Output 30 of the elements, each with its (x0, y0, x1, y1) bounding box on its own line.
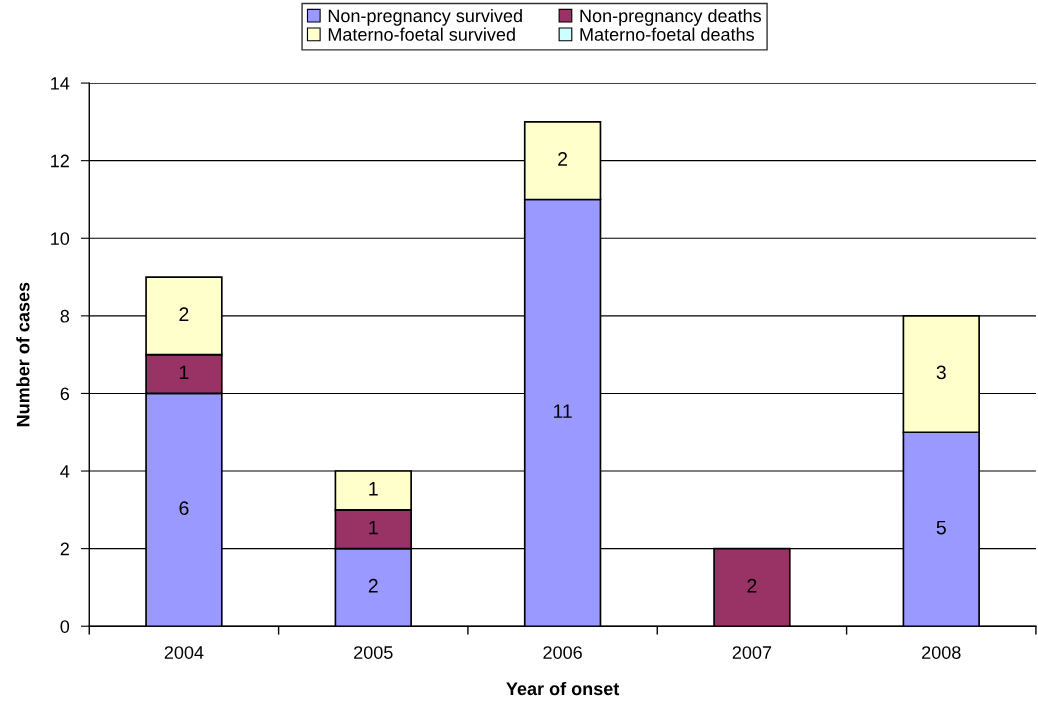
data-label: 6 (179, 501, 189, 516)
y-tick-label: 6 (60, 387, 70, 401)
data-label: 11 (553, 404, 572, 418)
x-tick-label: 2008 (922, 646, 961, 659)
data-label: 1 (180, 365, 189, 380)
legend-label: Non-pregnancy survived (328, 8, 522, 26)
y-tick-label: 14 (51, 77, 70, 90)
x-tick-label: 2006 (543, 646, 582, 659)
legend-label: Non-pregnancy deaths (580, 8, 762, 26)
x-axis-title: Year of onset (506, 681, 620, 696)
legend-label: Materno-foetal survived (328, 27, 515, 41)
legend-label: Materno-foetal deaths (580, 27, 754, 41)
x-tick-label: 2005 (354, 646, 393, 659)
x-tick-label: 2007 (732, 646, 772, 659)
data-label: 5 (936, 520, 946, 535)
y-tick-label: 4 (60, 465, 70, 478)
data-label: 2 (368, 578, 378, 593)
data-label: 1 (369, 482, 378, 496)
data-label: 2 (747, 578, 757, 593)
y-tick-label: 0 (60, 620, 70, 633)
data-label: 1 (369, 520, 378, 535)
x-tick-label: 2004 (164, 646, 204, 659)
y-tick-label: 2 (60, 542, 69, 556)
y-axis-title: Number of cases (16, 282, 30, 427)
data-label: 2 (558, 152, 568, 166)
y-tick-label: 8 (60, 309, 70, 323)
data-label: 3 (936, 365, 946, 380)
data-label: 2 (179, 307, 189, 321)
y-tick-label: 10 (51, 232, 70, 245)
y-tick-label: 12 (51, 154, 69, 168)
